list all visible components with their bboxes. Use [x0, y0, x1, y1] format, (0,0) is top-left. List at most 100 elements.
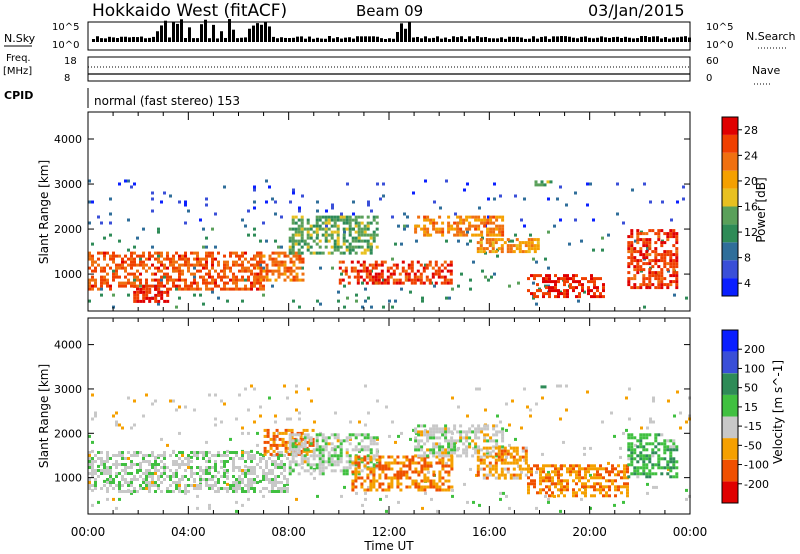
data-cell — [630, 250, 634, 254]
data-cell — [232, 490, 235, 493]
data-cell — [630, 259, 634, 263]
data-cell — [399, 461, 403, 465]
data-cell — [97, 287, 100, 291]
noise-bar — [480, 37, 483, 42]
data-cell — [578, 295, 581, 299]
data-cell — [672, 280, 676, 284]
data-cell — [366, 227, 370, 231]
noise-bar — [604, 37, 607, 42]
data-cell — [417, 224, 421, 228]
data-cell — [413, 281, 417, 285]
data-cell — [187, 490, 190, 493]
data-cell — [303, 433, 307, 437]
data-cell — [443, 278, 447, 282]
data-cell — [333, 451, 337, 455]
data-cell — [548, 476, 551, 480]
data-cell — [630, 235, 634, 239]
data-cell — [244, 266, 247, 270]
data-cell — [133, 272, 136, 276]
data-cell — [100, 451, 103, 454]
data-cell — [599, 488, 602, 492]
data-cell — [342, 472, 346, 476]
data-cell — [142, 478, 145, 481]
data-cell — [339, 454, 343, 458]
data-cell — [136, 236, 139, 240]
data-cell — [94, 469, 97, 472]
data-cell — [423, 424, 427, 428]
noise-bar — [496, 38, 499, 42]
data-cell — [277, 490, 280, 493]
noise-bar — [364, 36, 367, 42]
colorbar-swatch — [722, 117, 738, 135]
data-cell — [405, 470, 409, 474]
data-cell — [357, 236, 361, 240]
data-cell — [645, 454, 649, 458]
data-cell — [166, 251, 169, 255]
data-cell — [429, 427, 433, 431]
data-cell — [309, 454, 313, 458]
data-cell — [91, 440, 94, 444]
freq-panel: Freq. [MHz] 18 8 60 0 Nave CPID — [3, 53, 780, 102]
data-cell — [447, 430, 451, 434]
data-cell — [184, 284, 187, 288]
data-cell — [589, 473, 592, 477]
noise-bar — [524, 38, 527, 42]
data-cell — [420, 439, 424, 443]
data-cell — [169, 263, 172, 267]
data-cell — [166, 254, 169, 258]
data-cell — [369, 451, 373, 455]
freq-label: Freq. — [6, 53, 31, 64]
data-cell — [488, 446, 492, 450]
noise-bar — [472, 38, 475, 42]
data-cell — [115, 466, 118, 469]
data-cell — [133, 245, 136, 249]
data-cell — [286, 490, 289, 493]
data-cell — [223, 287, 226, 291]
data-cell — [288, 227, 292, 231]
data-cell — [375, 458, 379, 462]
data-cell — [124, 469, 127, 472]
data-cell — [208, 503, 211, 507]
data-cell — [244, 464, 247, 468]
data-cell — [495, 218, 499, 222]
data-cell — [593, 283, 596, 287]
data-cell — [294, 439, 298, 443]
data-cell — [288, 439, 292, 443]
data-cell — [196, 263, 199, 267]
data-cell — [348, 433, 352, 437]
data-cell — [341, 278, 345, 282]
data-cell — [435, 451, 439, 455]
data-cell — [369, 233, 373, 237]
data-cell — [529, 233, 532, 237]
data-cell — [636, 262, 640, 266]
data-cell — [407, 272, 411, 276]
data-cell — [309, 466, 313, 470]
data-cell — [450, 227, 454, 231]
data-cell — [536, 464, 539, 468]
data-cell — [578, 479, 581, 483]
data-cell — [572, 464, 575, 468]
data-cell — [250, 384, 253, 388]
data-cell — [130, 490, 133, 493]
data-cell — [530, 244, 534, 248]
data-cell — [438, 485, 442, 489]
data-cell — [306, 248, 310, 252]
data-cell — [175, 278, 178, 282]
data-cell — [193, 275, 196, 279]
data-cell — [587, 292, 590, 296]
data-cell — [672, 445, 676, 449]
data-cell — [560, 482, 563, 486]
data-cell — [247, 466, 250, 469]
data-cell — [357, 461, 361, 465]
data-cell — [118, 254, 121, 258]
data-cell — [145, 284, 149, 288]
data-cell — [375, 221, 379, 225]
data-cell — [238, 466, 241, 469]
data-cell — [339, 457, 343, 461]
data-cell — [281, 440, 285, 444]
data-cell — [447, 448, 451, 452]
colorbar-tick-label: -15 — [744, 420, 762, 433]
data-cell — [286, 482, 289, 486]
data-cell — [339, 251, 343, 255]
data-cell — [266, 431, 270, 435]
